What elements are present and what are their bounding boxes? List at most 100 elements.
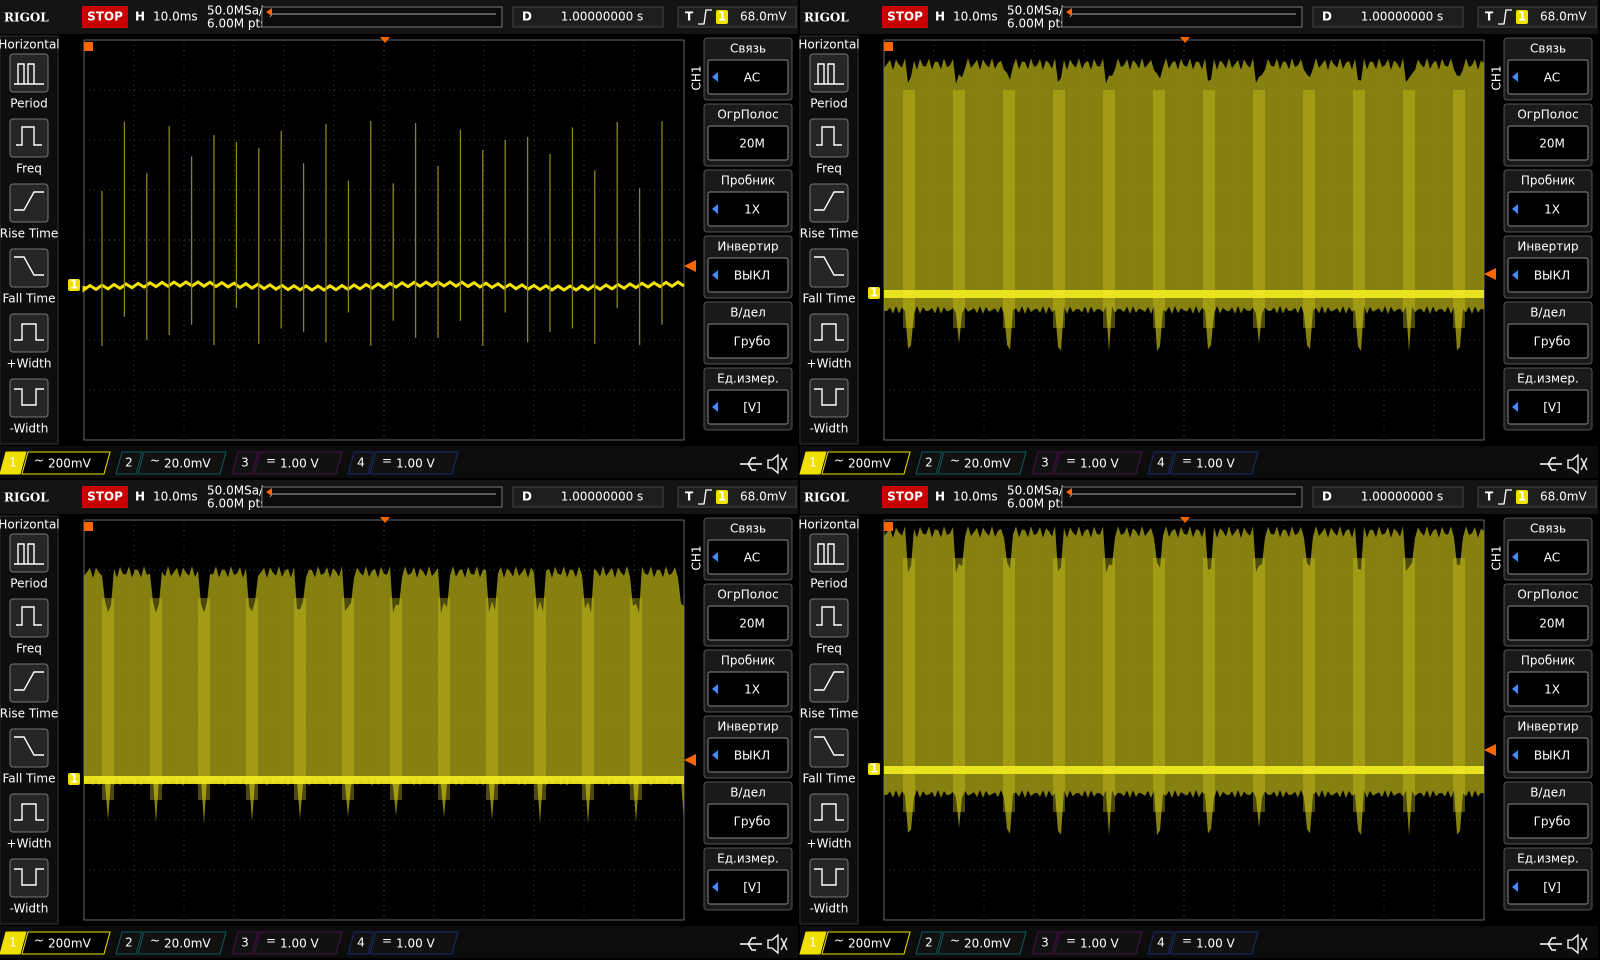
setting-value-box (1507, 191, 1589, 227)
menu-item: +Width (7, 357, 52, 371)
memory-waveform (1069, 13, 1296, 18)
channel-number: 3 (241, 936, 249, 950)
trigger-label: T (1485, 490, 1494, 504)
brand-logo: RIGOL (4, 491, 49, 505)
sample-rate: 50.0MSa/s (207, 4, 269, 18)
delay: 1.00000000 s (561, 10, 644, 24)
channel-coupling: ~ (834, 934, 844, 948)
signal-burst (1153, 90, 1165, 328)
setting-value-box (1507, 671, 1589, 707)
usb-icon (740, 457, 762, 471)
menu-icon (14, 803, 44, 821)
signal-burst (1253, 558, 1265, 812)
setting-label: Связь (730, 522, 766, 536)
channel-coupling: = (382, 454, 392, 468)
trigger-time-marker (884, 42, 893, 51)
left-menu (799, 35, 859, 445)
memory-waveform (269, 13, 496, 18)
menu-icon (14, 191, 44, 211)
trigger-edge-icon (698, 489, 712, 505)
menu-item: Rise Time (800, 707, 859, 721)
setting-label: Инвертир (717, 240, 778, 254)
signal-burst (246, 598, 258, 800)
timebase: 10.0ms (153, 10, 198, 24)
timebase-label: H (935, 490, 945, 504)
menu-icon-button (9, 533, 49, 573)
waveform (84, 566, 684, 824)
trace-band (884, 290, 1484, 298)
menu-item: Period (810, 97, 847, 111)
channel-tab: CH1 (1490, 545, 1504, 570)
menu-icon (14, 868, 44, 886)
trigger-level: 68.0mV (740, 10, 787, 24)
trigger-level-marker (684, 260, 696, 272)
signal-burst (1353, 90, 1365, 328)
menu-item: Fall Time (2, 292, 55, 306)
status-badge (882, 6, 928, 28)
menu-icon (814, 543, 844, 565)
menu-item: Fall Time (802, 772, 855, 786)
delay: 1.00000000 s (1361, 10, 1444, 24)
signal-burst (1053, 558, 1065, 812)
setting-label: ОгрПолос (717, 588, 778, 602)
menu-icon-button (9, 663, 49, 703)
channel-scale-box (1053, 451, 1143, 475)
setting-value: 1X (744, 683, 760, 697)
signal-burst (1403, 558, 1415, 812)
trace (82, 280, 685, 293)
channel-coupling: = (266, 934, 276, 948)
menu-icon-button (9, 313, 49, 353)
setting-label: Ед.измер. (1517, 372, 1579, 386)
setting-value-box (707, 191, 789, 227)
setting-value: Грубо (1534, 335, 1571, 349)
timebase-label: H (935, 10, 945, 24)
trigger-source: 1 (1518, 10, 1526, 24)
channel-number-tab (1031, 931, 1059, 955)
brand-logo: RIGOL (804, 491, 849, 505)
waveform (884, 526, 1484, 836)
trigger-position-marker (1180, 37, 1190, 43)
timebase: 10.0ms (953, 10, 998, 24)
status: STOP (887, 10, 923, 24)
menu-icon (816, 606, 842, 626)
menu-icon-button (809, 118, 849, 158)
menu-icon (14, 543, 44, 565)
setting-label: Инвертир (717, 720, 778, 734)
channel-scale: 1.00 V (396, 937, 436, 951)
channel-scale-box (821, 931, 911, 955)
setting-label: В/дел (1530, 306, 1566, 320)
setting-value-box (1507, 539, 1589, 575)
signal-burst (1003, 558, 1015, 812)
scope-screen: RIGOL STOP H 10.0ms 50.0MSa/s6.00M pts D 1.000… (0, 0, 798, 478)
channel-scale: 20.0mV (164, 457, 211, 471)
menu-item: Freq (16, 162, 42, 176)
channel-scale: 1.00 V (280, 457, 320, 471)
trigger-time-marker (884, 522, 893, 531)
menu-icon-button (9, 728, 49, 768)
setting-label: Пробник (721, 174, 775, 188)
signal-envelope (884, 58, 1484, 352)
channel-number: 4 (357, 936, 365, 950)
setting-arrow (1512, 750, 1518, 760)
signal-burst (438, 598, 450, 800)
menu-item: Period (10, 97, 47, 111)
sample-rate: 50.0MSa/s (207, 484, 269, 498)
setting-value-box (707, 737, 789, 773)
menu-icon-button (9, 53, 49, 93)
setting-value-box (707, 803, 789, 839)
signal-burst (390, 598, 402, 800)
channel-number: 4 (1157, 456, 1165, 470)
setting-value-box (1507, 59, 1589, 95)
signal-burst (102, 598, 114, 800)
signal-burst (1453, 90, 1465, 328)
signal-burst (1053, 90, 1065, 328)
menu-title: Horizontal (0, 518, 60, 532)
setting-value: ВЫКЛ (1534, 269, 1570, 283)
signal-burst (1103, 90, 1115, 328)
channel-scale-box (821, 451, 911, 475)
menu-item: Fall Time (802, 292, 855, 306)
channel-scale-box (21, 451, 111, 475)
delay-box (1312, 6, 1464, 28)
channel-number: 2 (125, 936, 133, 950)
setting-arrow (1512, 684, 1518, 694)
